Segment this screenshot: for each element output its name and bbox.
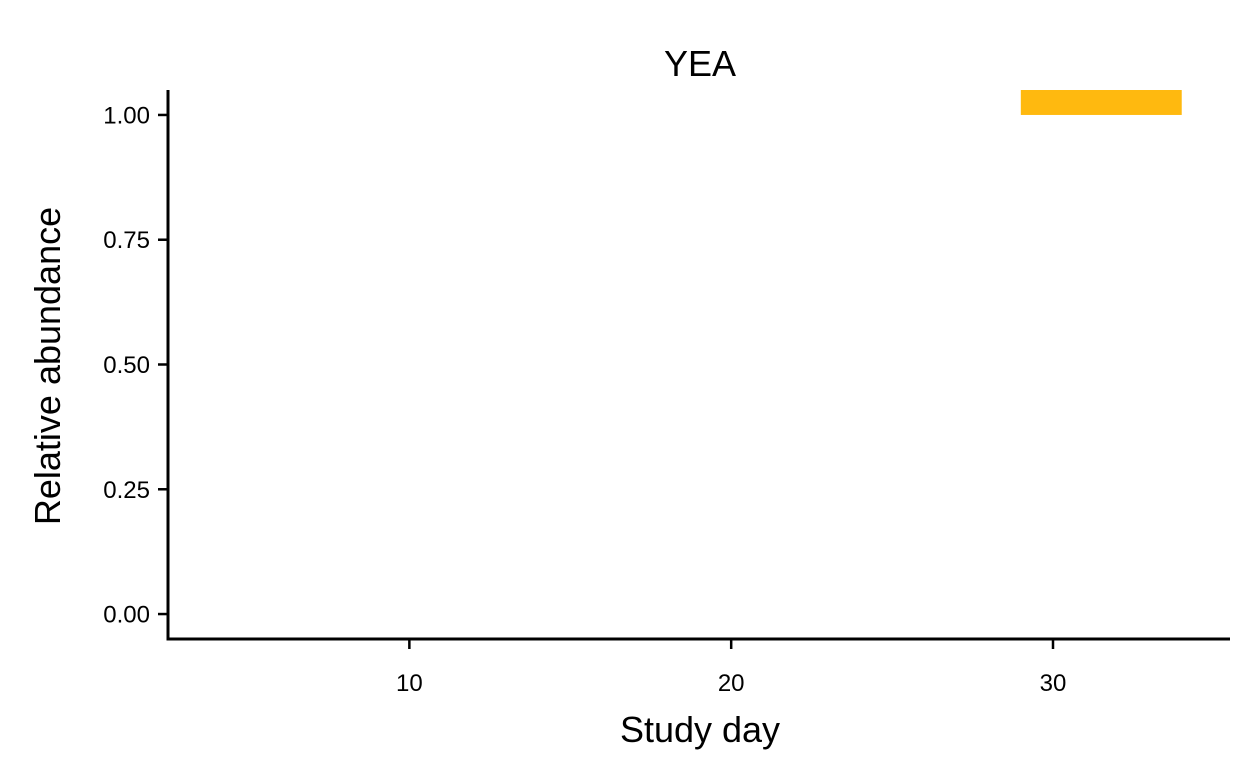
x-ticks-layer: 10 20 30 <box>396 639 1066 697</box>
chart-title: YEA <box>664 43 736 84</box>
x-axis-title: Study day <box>620 709 780 750</box>
y-tick-label: 0.00 <box>103 602 150 629</box>
y-tick-label: 0.75 <box>103 227 150 254</box>
x-tick-label: 10 <box>396 670 423 697</box>
y-axis-title: Relative abundance <box>27 207 68 525</box>
bars-layer <box>1020 90 1182 115</box>
x-tick-label: 30 <box>1040 670 1067 697</box>
x-tick-label: 20 <box>718 670 745 697</box>
y-tick-label: 0.25 <box>103 477 150 504</box>
y-ticks-layer: 0.00 0.25 0.50 0.75 1.00 <box>103 102 168 629</box>
bar <box>1020 90 1182 115</box>
y-tick-label: 1.00 <box>103 102 150 129</box>
y-tick-label: 0.50 <box>103 352 150 379</box>
